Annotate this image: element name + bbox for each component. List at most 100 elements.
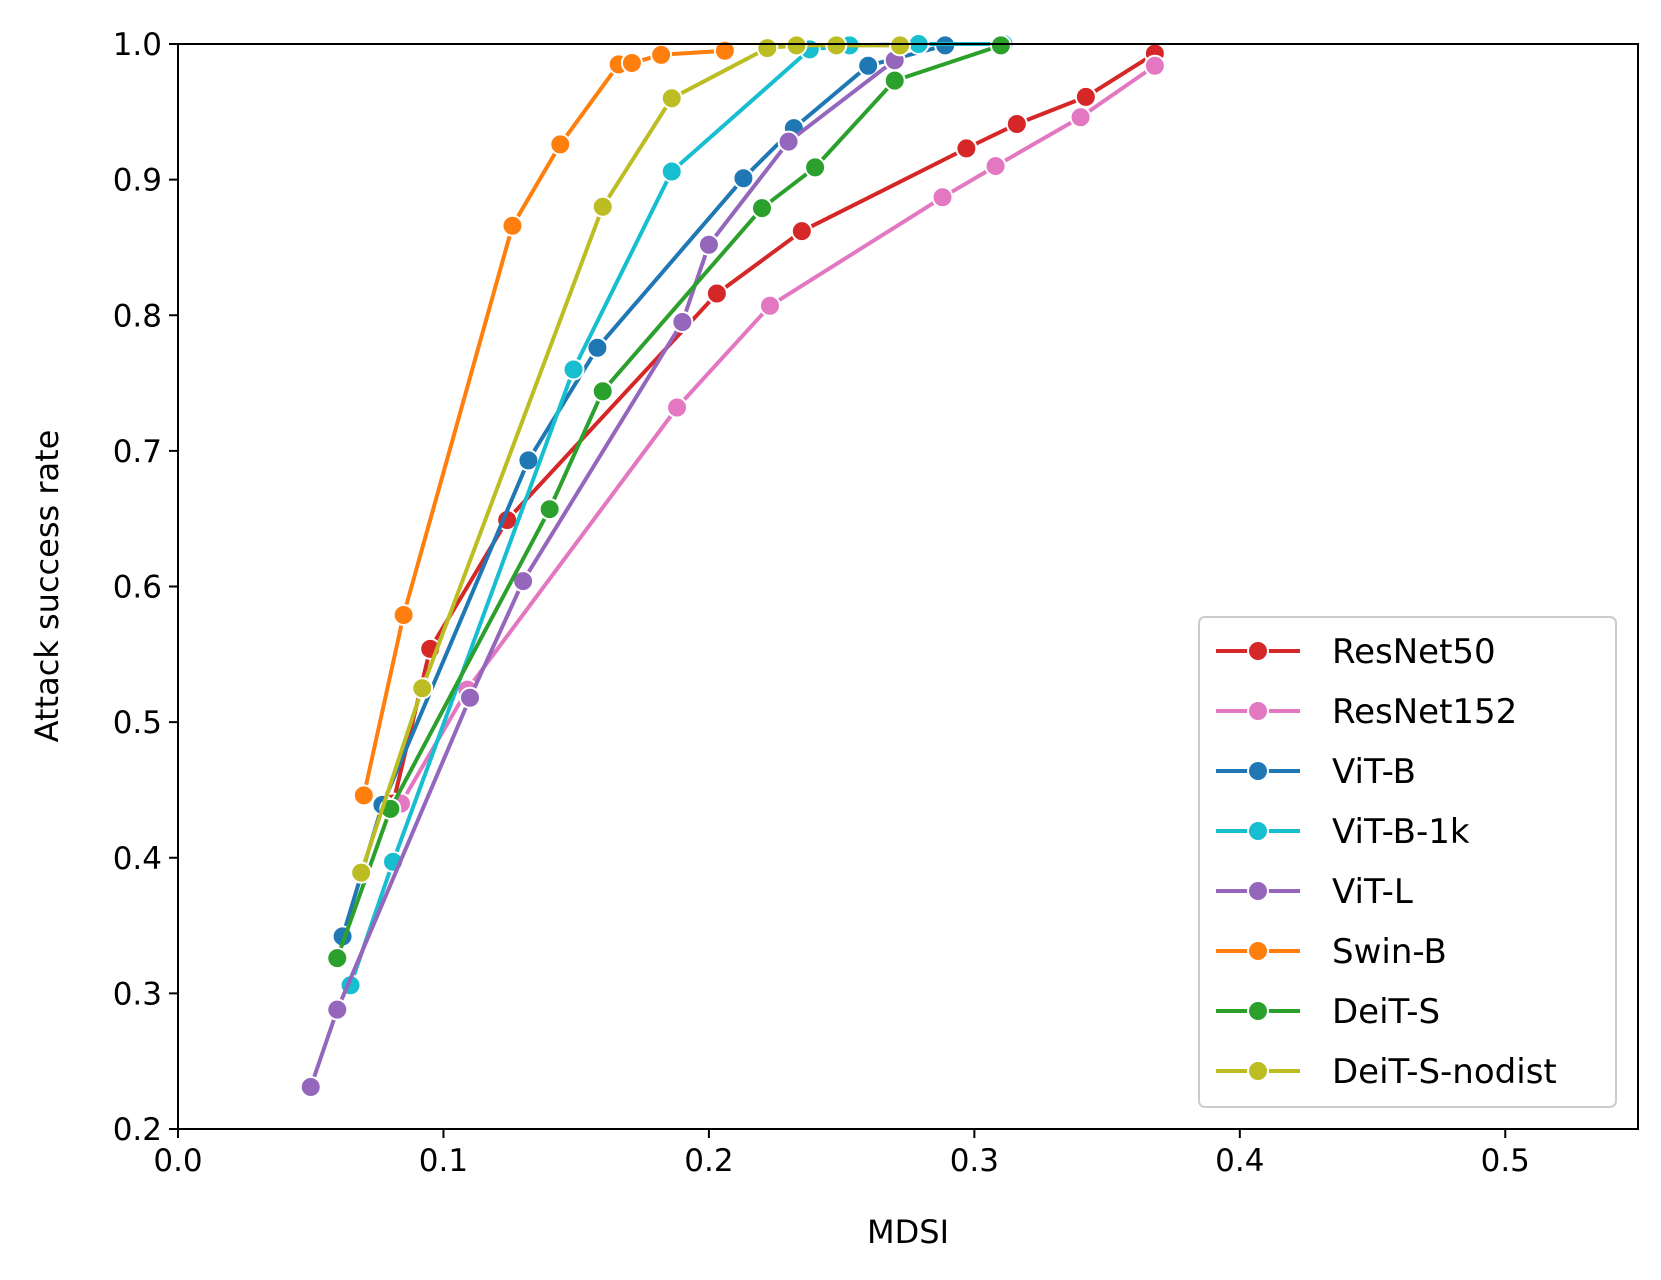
data-point-vit-b [732, 167, 755, 190]
data-point-deit-s-nodist [756, 37, 779, 60]
legend-marker [1247, 760, 1269, 782]
data-point-vit-l [777, 130, 800, 153]
legend-label: ResNet50 [1332, 632, 1496, 672]
y-tick-label: 0.4 [113, 841, 162, 877]
data-point-vit-l [326, 998, 349, 1021]
legend-label: ViT-L [1332, 872, 1413, 912]
legend-marker [1247, 1060, 1269, 1082]
series-resnet50 [382, 42, 1166, 815]
data-point-resnet152 [931, 186, 954, 209]
data-point-vit-b-1k [660, 160, 683, 183]
y-tick-label: 0.5 [113, 705, 162, 741]
data-point-swin-b [352, 784, 375, 807]
legend-marker [1247, 940, 1269, 962]
data-point-deit-s-nodist [785, 34, 808, 57]
y-tick-label: 0.8 [113, 298, 162, 334]
data-point-resnet152 [758, 294, 781, 317]
series-resnet152 [389, 54, 1166, 815]
data-point-resnet50 [955, 137, 978, 160]
data-point-deit-s [883, 69, 906, 92]
data-point-swin-b [501, 214, 524, 237]
data-point-deit-s-nodist [411, 677, 434, 700]
data-point-resnet152 [666, 396, 689, 419]
data-point-resnet50 [790, 220, 813, 243]
data-point-resnet152 [1143, 54, 1166, 77]
series-line-vit-b [340, 43, 948, 939]
data-point-vit-l [299, 1075, 322, 1098]
legend-label: ResNet152 [1332, 692, 1517, 732]
legend-label: Swin-B [1332, 932, 1447, 972]
legend-label: ViT-B [1332, 752, 1416, 792]
x-axis: 0.0 0.1 0.2 0.3 0.4 0.5 [153, 1129, 1530, 1179]
x-tick-label: 0.2 [684, 1143, 733, 1179]
data-point-swin-b [620, 51, 643, 74]
x-tick-label: 0.1 [419, 1143, 468, 1179]
legend-entry-swin-b: Swin-B [1216, 932, 1447, 972]
data-point-deit-s [804, 156, 827, 179]
x-tick-label: 0.5 [1481, 1143, 1530, 1179]
data-point-vit-b [517, 449, 540, 472]
legend-frame [1198, 616, 1617, 1108]
legend-entry-vit-l: ViT-L [1216, 872, 1413, 912]
data-point-vit-l [671, 311, 694, 334]
series-deit-s-nodist [350, 34, 912, 884]
data-point-vit-b [857, 54, 880, 77]
data-point-vit-l [459, 686, 481, 709]
y-tick-label: 0.3 [113, 976, 162, 1012]
series-line-vit-l [308, 58, 897, 1089]
series-layer [299, 33, 1166, 1098]
series-line-resnet50 [391, 51, 1157, 806]
data-point-resnet50 [1074, 85, 1097, 108]
series-vit-b-1k [339, 33, 1015, 997]
legend-entry-resnet50: ResNet50 [1216, 632, 1496, 672]
data-point-swin-b [713, 39, 736, 62]
data-point-deit-s [591, 380, 614, 403]
y-tick-label: 1.0 [113, 27, 162, 63]
x-tick-label: 0.4 [1215, 1143, 1264, 1179]
data-point-vit-l [697, 233, 720, 256]
y-tick-label: 0.7 [113, 434, 162, 470]
legend-marker [1247, 820, 1269, 842]
x-tick-label: 0.3 [950, 1143, 999, 1179]
legend: ResNet50 ResNet152 ViT-B ViT-B-1k ViT-L Swin-… [1198, 616, 1617, 1108]
data-point-swin-b [392, 603, 415, 626]
series-line-vit-b-1k [348, 42, 1006, 988]
y-axis: 0.2 0.3 0.4 0.5 0.6 0.7 0.8 0.9 1.0 [113, 27, 178, 1148]
data-point-resnet50 [705, 282, 728, 305]
x-tick-label: 0.0 [153, 1143, 202, 1179]
data-point-deit-s [751, 197, 773, 220]
data-point-deit-s-nodist [825, 34, 848, 57]
data-point-vit-b [586, 336, 609, 359]
legend-marker [1247, 880, 1269, 902]
data-point-deit-s [538, 498, 561, 521]
y-axis-label: Attack success rate [28, 430, 66, 743]
series-vit-b [331, 34, 957, 948]
legend-entry-deit-s: DeiT-S [1216, 992, 1440, 1032]
data-point-deit-s-nodist [591, 195, 614, 218]
y-tick-label: 0.9 [113, 163, 162, 199]
data-point-deit-s-nodist [889, 34, 912, 57]
data-point-deit-s [326, 947, 349, 970]
legend-label: DeiT-S-nodist [1332, 1052, 1557, 1092]
legend-entry-vit-b: ViT-B [1216, 752, 1416, 792]
data-point-resnet152 [984, 155, 1007, 178]
data-point-deit-s [989, 34, 1012, 57]
legend-entry-resnet152: ResNet152 [1216, 692, 1517, 732]
data-point-deit-s-nodist [660, 87, 683, 110]
legend-label: DeiT-S [1332, 992, 1440, 1032]
series-line-deit-s [335, 43, 1003, 961]
data-point-swin-b [549, 133, 572, 156]
legend-marker [1247, 700, 1269, 722]
legend-label: ViT-B-1k [1332, 812, 1470, 852]
x-axis-label: MDSI [867, 1213, 949, 1251]
y-tick-label: 0.6 [113, 570, 162, 606]
data-point-swin-b [650, 43, 673, 66]
series-swin-b [352, 39, 736, 807]
legend-marker [1247, 1000, 1269, 1022]
legend-entry-vit-b-1k: ViT-B-1k [1216, 812, 1470, 852]
data-point-resnet152 [1069, 106, 1092, 129]
series-line-resnet152 [399, 63, 1157, 806]
legend-marker [1247, 640, 1269, 662]
data-point-deit-s-nodist [350, 861, 373, 884]
